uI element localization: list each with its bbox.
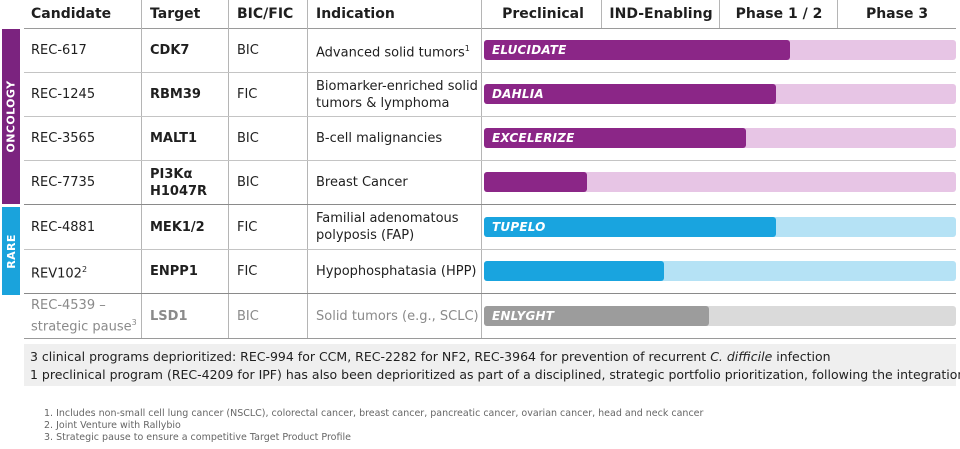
bic-fic-value: FIC [237, 219, 258, 235]
column-divider [228, 0, 229, 338]
candidate-name: REC-617 [31, 43, 87, 58]
row-divider [24, 72, 956, 73]
deprioritized-note: 3 clinical programs deprioritized: REC-9… [24, 344, 960, 386]
note-line-2: 1 preclinical program (REC-4209 for IPF)… [30, 367, 960, 382]
note-italic-term: C. difficile [710, 349, 773, 364]
pipeline-row: REC-4539 – strategic pause3 LSD1 BIC Sol… [24, 294, 956, 338]
progress-track [484, 172, 956, 192]
header-phase-1-2: Phase 1 / 2 [735, 6, 823, 22]
target-name: ENPP1 [150, 264, 198, 279]
footnote-1: 1. Includes non-small cell lung cancer (… [44, 408, 704, 419]
indication-text: Hypophosphatasia (HPP) [316, 264, 477, 279]
program-name: DAHLIA [492, 87, 544, 101]
header-preclinical: Preclinical [502, 6, 584, 22]
target-name: LSD1 [150, 308, 188, 324]
program-name: EXCELERIZE [492, 131, 575, 145]
indication-text: Familial adenomatous polyposis (FAP) [316, 211, 459, 243]
footnote-ref: 3 [131, 317, 137, 327]
indication-text: Breast Cancer [316, 175, 408, 190]
progress-fill [484, 172, 587, 192]
column-divider [481, 0, 482, 338]
pipeline-row: REC-1245 RBM39 FIC Biomarker-enriched so… [24, 73, 956, 116]
footnote-3: 3. Strategic pause to ensure a competiti… [44, 432, 351, 443]
phase-divider [719, 0, 720, 28]
pipeline-row: REV1022 ENPP1 FIC Hypophosphatasia (HPP) [24, 250, 956, 293]
oncology-group-tag: ONCOLOGY [2, 29, 20, 204]
header-phase-3: Phase 3 [865, 6, 929, 22]
column-divider [141, 0, 142, 338]
row-divider [24, 160, 956, 161]
column-divider [307, 0, 308, 338]
phase-divider [601, 0, 602, 28]
pipeline-row: REC-7735 PI3Kα H1047R BIC Breast Cancer [24, 161, 956, 204]
header-divider [24, 28, 956, 29]
program-name: ENLYGHT [492, 309, 555, 323]
progress-fill [484, 306, 710, 326]
progress-fill [484, 217, 776, 237]
pipeline-row: REC-3565 MALT1 BIC B-cell malignancies E… [24, 117, 956, 160]
bic-fic-value: BIC [237, 131, 259, 146]
bic-fic-value: BIC [237, 308, 259, 324]
pipeline-row: REC-617 CDK7 BIC Advanced solid tumors1 … [24, 29, 956, 72]
candidate-name: REV1022 [31, 264, 88, 282]
header-ind-enabling: IND-Enabling [609, 6, 713, 22]
footnote-ref: 2 [81, 264, 88, 274]
progress-track: DAHLIA [484, 84, 956, 104]
progress-track [484, 261, 956, 281]
header-bic-fic: BIC/FIC [237, 6, 294, 22]
bic-fic-value: BIC [237, 43, 259, 58]
candidate-name: REC-3565 [31, 131, 96, 146]
program-name: ELUCIDATE [492, 43, 567, 57]
footnote-ref: 1 [464, 43, 470, 53]
header-indication: Indication [316, 6, 395, 22]
header-candidate: Candidate [31, 6, 112, 22]
rare-group-label: RARE [4, 233, 18, 269]
footnote-2: 2. Joint Venture with Rallybio [44, 420, 181, 431]
progress-fill [484, 40, 790, 60]
table-bottom-rule [24, 338, 956, 339]
indication-text: Biomarker-enriched solid tumors & lympho… [316, 78, 478, 111]
program-name: TUPELO [492, 220, 546, 234]
candidate-name: REC-4539 – strategic pause3 [31, 297, 137, 335]
indication-text: B-cell malignancies [316, 131, 443, 146]
row-divider [24, 249, 956, 250]
bic-fic-value: BIC [237, 175, 259, 190]
header-target: Target [150, 6, 201, 22]
progress-track: TUPELO [484, 217, 956, 237]
candidate-name: REC-7735 [31, 175, 96, 190]
target-name: MEK1/2 [150, 219, 205, 235]
indication-text: Advanced solid tumors1 [316, 43, 470, 61]
candidate-name: REC-4881 [31, 219, 96, 235]
note-line-1: 3 clinical programs deprioritized: REC-9… [30, 349, 831, 364]
group-divider [24, 204, 956, 205]
target-name: MALT1 [150, 131, 198, 146]
candidate-name: REC-1245 [31, 87, 96, 102]
target-name: PI3Kα H1047R [150, 166, 208, 199]
bic-fic-value: FIC [237, 264, 258, 279]
indication-text: Solid tumors (e.g., SCLC) [316, 308, 479, 324]
progress-track: ENLYGHT [484, 306, 956, 326]
target-name: RBM39 [150, 87, 201, 102]
progress-fill [484, 84, 776, 104]
target-name: CDK7 [150, 43, 190, 58]
row-divider [24, 116, 956, 117]
progress-track: EXCELERIZE [484, 128, 956, 148]
group-divider [24, 293, 956, 294]
progress-fill [484, 128, 746, 148]
rare-group-tag: RARE [2, 207, 20, 295]
pipeline-row: REC-4881 MEK1/2 FIC Familial adenomatous… [24, 205, 956, 249]
oncology-group-label: ONCOLOGY [4, 80, 18, 153]
progress-track: ELUCIDATE [484, 40, 956, 60]
progress-fill [484, 261, 665, 281]
bic-fic-value: FIC [237, 87, 258, 102]
phase-divider [837, 0, 838, 28]
